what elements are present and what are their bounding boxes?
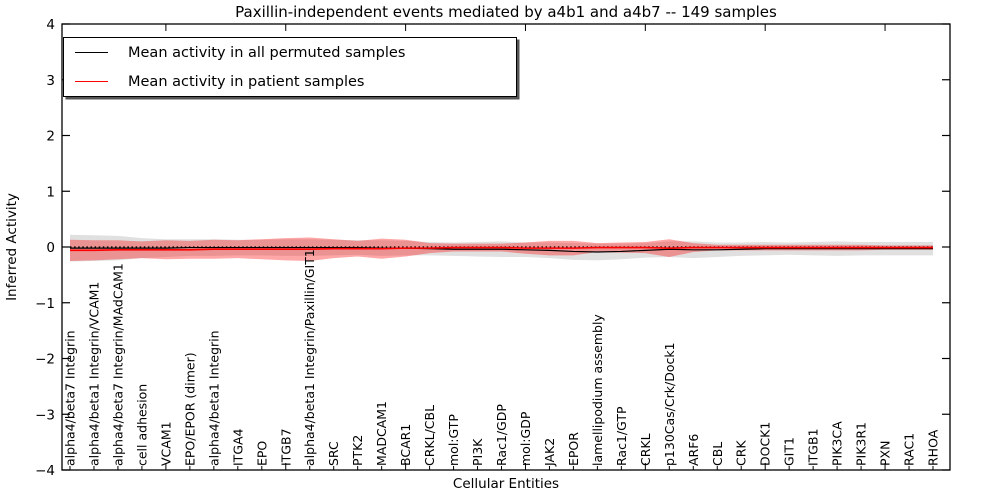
x-tick-label: alpha4/beta7 Integrin/MAdCAM1 [110, 263, 125, 466]
x-tick-label: EPO/EPOR (dimer) [182, 352, 197, 466]
x-tick-label: CRKL [638, 433, 653, 466]
x-tick-label: mol:GTP [446, 414, 461, 466]
permuted-line-swatch [75, 52, 108, 53]
y-tick-label: −3 [35, 407, 55, 423]
x-tick-label: EPO [254, 441, 269, 466]
x-tick-label: ITGB1 [806, 428, 821, 466]
x-tick-label: alpha4/beta1 Integrin/Paxillin/GIT1 [302, 249, 317, 466]
chart-title: Paxillin-independent events mediated by … [235, 3, 777, 21]
x-tick-label: mol:GDP [518, 411, 533, 466]
x-tick-label: RAC1 [902, 433, 917, 466]
x-tick-label: EPOR [566, 432, 581, 466]
x-tick-label: GIT1 [782, 437, 797, 466]
x-tick-label: Rac1/GDP [494, 404, 509, 466]
patient-mean-line [70, 246, 933, 252]
x-tick-label: lamellipodium assembly [590, 314, 605, 466]
x-tick-label: alpha4/beta1 Integrin/VCAM1 [86, 282, 101, 466]
y-tick-label: 0 [46, 240, 55, 256]
legend-item-permuted: Mean activity in all permuted samples [64, 38, 516, 67]
x-tick-label: PXN [878, 441, 893, 466]
y-tick-label: −2 [35, 352, 55, 368]
y-tick-label: 1 [46, 184, 55, 200]
y-tick-label: 3 [46, 73, 55, 89]
x-tick-label: PTK2 [350, 435, 365, 466]
x-tick-label: PIK3CA [830, 421, 845, 466]
y-tick-label: −1 [35, 296, 55, 312]
x-tick-label: PI3K [470, 438, 485, 466]
x-tick-label: CRKL/CBL [422, 405, 437, 466]
x-tick-label: CBL [710, 442, 725, 466]
x-tick-label: PIK3R1 [854, 422, 869, 466]
patient-line-swatch [75, 81, 108, 82]
x-tick-label: VCAM1 [158, 421, 173, 466]
legend-label-patient: Mean activity in patient samples [128, 73, 365, 90]
permuted-mean-line [70, 246, 933, 253]
x-axis-label: Cellular Entities [452, 476, 560, 492]
x-tick-label: ITGA4 [230, 428, 245, 466]
legend: Mean activity in all permuted samples Me… [63, 37, 517, 97]
x-tick-label: BCAR1 [398, 424, 413, 466]
x-tick-label: alpha4/beta1 Integrin [206, 330, 221, 466]
x-tick-label: Rac1/GTP [614, 406, 629, 466]
y-tick-label: −4 [35, 463, 55, 479]
y-tick-label: 4 [46, 17, 55, 33]
x-tick-label: CRK [734, 440, 749, 466]
x-tick-label: ARF6 [686, 434, 701, 466]
x-tick-label: MADCAM1 [374, 401, 389, 466]
y-tick-label: 2 [46, 129, 55, 145]
legend-label-permuted: Mean activity in all permuted samples [128, 44, 406, 61]
x-tick-label: ITGB7 [278, 428, 293, 466]
legend-item-patient: Mean activity in patient samples [64, 67, 516, 96]
x-tick-label: cell adhesion [134, 384, 149, 466]
x-tick-label: SRC [326, 441, 341, 466]
x-tick-label: DOCK1 [758, 422, 773, 466]
x-tick-label: RHOA [926, 429, 941, 466]
x-tick-label: p130Cas/Crk/Dock1 [662, 342, 677, 466]
x-tick-label: alpha4/beta7 Integrin [63, 330, 78, 466]
x-tick-label: JAK2 [542, 438, 557, 467]
